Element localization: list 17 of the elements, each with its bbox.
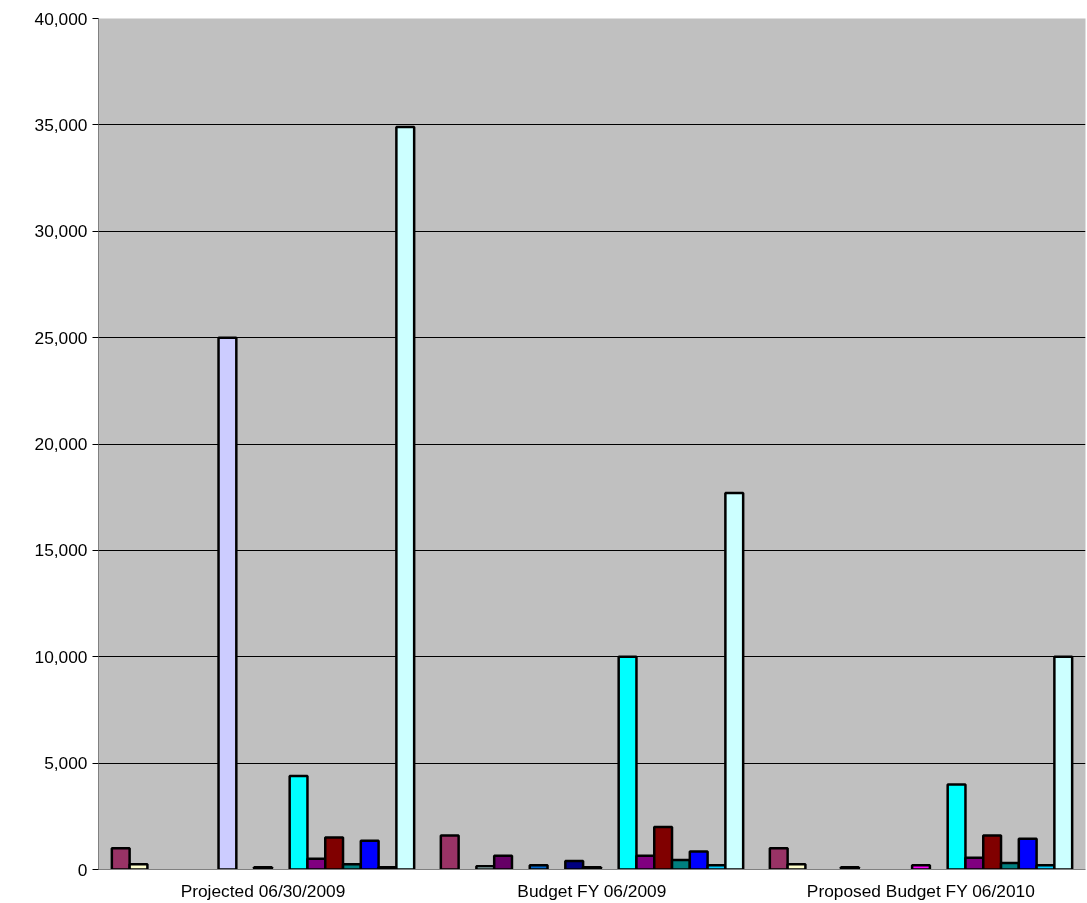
bar xyxy=(910,863,932,870)
y-tick-label: 15,000 xyxy=(34,540,88,561)
y-tick-label: 10,000 xyxy=(34,646,88,667)
x-tick-label: Proposed Budget FY 06/2010 xyxy=(806,880,1035,901)
y-tick-label: 35,000 xyxy=(34,114,88,135)
bar xyxy=(252,866,274,870)
y-tick-label: 25,000 xyxy=(34,327,88,348)
bar xyxy=(439,834,460,870)
bar xyxy=(528,863,549,870)
y-tick-label: 40,000 xyxy=(34,8,88,29)
y-tick-label: 30,000 xyxy=(34,221,88,242)
y-tick-label: 5,000 xyxy=(44,753,88,774)
x-tick-label: Budget FY 06/2009 xyxy=(517,880,667,901)
y-tick-label: 20,000 xyxy=(34,434,88,454)
y-tick-label: 0 xyxy=(77,859,88,880)
x-tick-label: Projected 06/30/2009 xyxy=(180,880,346,901)
bar xyxy=(839,866,861,870)
